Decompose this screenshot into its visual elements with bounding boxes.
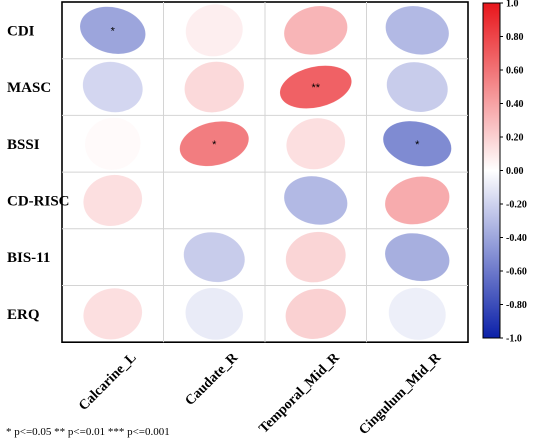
colorbar-tick-label: 0.00	[506, 166, 524, 177]
row-label: CD-RISC	[7, 193, 70, 209]
correlation-ellipse	[184, 61, 245, 113]
colorbar-tick-label: -0.40	[506, 233, 527, 244]
column-label: Calcarine_L	[76, 350, 139, 413]
matrix-cells: **** *	[61, 1, 469, 344]
significance-footnote: * p<=0.05 ** p<=0.01 *** p<=0.001	[6, 426, 170, 438]
significance-mark: *	[415, 139, 420, 151]
correlation-ellipse	[386, 61, 449, 113]
colorbar-tick-label: -0.60	[506, 267, 527, 278]
colorbar-tick-label: -1.0	[506, 334, 522, 345]
column-label: Temporal_Mid_R	[256, 350, 343, 437]
significance-mark: *	[111, 25, 116, 37]
correlation-ellipse	[388, 287, 447, 341]
correlation-ellipse	[285, 288, 347, 340]
correlation-ellipse	[83, 287, 143, 340]
correlation-ellipse	[384, 176, 450, 225]
colorbar-tick-label: 1.0	[506, 0, 519, 10]
colorbar-tick-label: 0.40	[506, 99, 524, 110]
correlation-ellipse	[185, 287, 244, 341]
correlation-ellipse	[384, 232, 450, 282]
correlation-ellipse	[183, 231, 246, 283]
correlation-ellipse	[286, 117, 346, 170]
correlation-ellipse	[382, 120, 452, 167]
colorbar-tick-label: -0.80	[506, 300, 527, 311]
row-label: BSSI	[7, 137, 40, 153]
colorbar-tick-label: 0.60	[506, 66, 524, 77]
colorbar-gradient	[482, 2, 501, 339]
row-label: CDI	[7, 23, 35, 39]
correlation-ellipse	[283, 175, 348, 225]
colorbar-tick-label: -0.20	[506, 200, 527, 211]
colorbar: 1.0 0.80 0.60 0.40 0.20 0.00 -0.20 -0.40 -0.60 -0…	[482, 0, 527, 345]
correlation-ellipse	[285, 231, 346, 283]
row-label: MASC	[7, 80, 51, 96]
column-label: Caudate_R	[183, 350, 242, 409]
correlation-ellipse	[279, 65, 352, 109]
row-label: BIS-11	[7, 250, 50, 266]
colorbar-tick-label: 0.80	[506, 32, 524, 43]
column-label: Cingulum_Mid_R	[356, 350, 444, 438]
correlation-ellipse	[385, 5, 450, 55]
row-label: ERQ	[7, 307, 40, 323]
correlation-ellipse	[79, 6, 146, 55]
colorbar-tick-label: 0.20	[506, 133, 524, 144]
correlation-ellipse	[84, 117, 141, 171]
row-labels: CDI MASC BSSI CD-RISC BIS-11 ERQ	[7, 23, 70, 323]
significance-mark: *	[212, 139, 217, 151]
correlation-ellipse	[185, 4, 244, 57]
correlation-ellipse	[83, 174, 143, 227]
correlation-ellipse	[283, 5, 348, 55]
column-labels: Calcarine_L Caudate_R Temporal_Mid_R Cingul…	[76, 350, 445, 438]
correlation-ellipse	[82, 61, 143, 113]
significance-mark: **	[311, 82, 320, 94]
correlation-ellipse	[179, 121, 250, 167]
